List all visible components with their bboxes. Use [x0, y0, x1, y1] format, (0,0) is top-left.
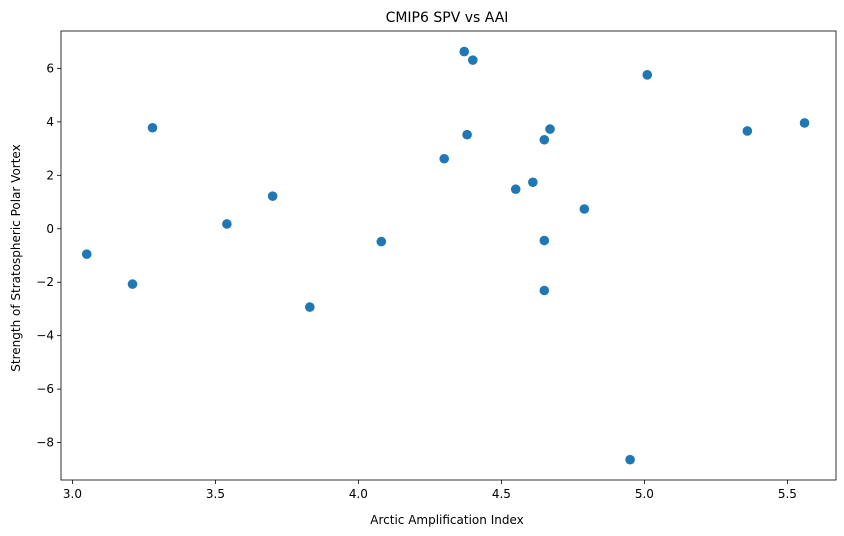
x-tick-label: 5.0: [635, 487, 654, 501]
x-tick-label: 4.0: [349, 487, 368, 501]
y-tick-label: −4: [36, 329, 54, 343]
data-point: [642, 70, 653, 80]
data-point: [545, 124, 555, 134]
y-tick-label: 2: [46, 168, 54, 182]
data-point: [539, 285, 550, 296]
data-point: [127, 279, 138, 289]
data-point: [462, 129, 472, 140]
data-point: [539, 134, 550, 145]
y-tick-label: 6: [46, 61, 54, 75]
data-point: [459, 46, 470, 57]
y-axis-title: Strength of Stratospheric Polar Vortex: [9, 144, 23, 371]
data-point: [468, 55, 478, 65]
data-point: [222, 219, 232, 229]
x-tick-label: 4.5: [492, 487, 511, 501]
data-point: [510, 184, 521, 195]
data-point: [579, 204, 590, 214]
data-point: [539, 235, 550, 246]
y-axis: −8 −6 −4 −2 0 2 4 6: [36, 61, 61, 450]
y-tick-label: 0: [46, 222, 54, 236]
y-tick-label: −6: [36, 382, 54, 396]
plot-frame: [60, 30, 837, 481]
data-point: [528, 177, 538, 188]
y-tick-label: 4: [46, 115, 54, 129]
y-tick-label: −8: [36, 436, 54, 450]
data-point: [799, 118, 810, 128]
data-point: [625, 454, 635, 465]
x-axis: 3.0 3.5 4.0 4.5 5.0 5.5: [63, 480, 797, 501]
data-point: [147, 122, 158, 133]
x-axis-title: Arctic Amplification Index: [370, 513, 523, 527]
y-tick-label: −2: [36, 275, 54, 289]
data-point: [305, 302, 315, 312]
data-point: [81, 249, 92, 259]
data-point: [742, 126, 753, 136]
data-point: [376, 236, 387, 247]
data-point: [267, 191, 278, 201]
data-point: [439, 153, 450, 164]
chart-title: CMIP6 SPV vs AAI: [386, 10, 509, 26]
x-tick-label: 3.0: [63, 487, 82, 501]
x-tick-label: 3.5: [206, 487, 225, 501]
x-tick-label: 5.5: [778, 487, 797, 501]
plot-area: [60, 30, 837, 481]
